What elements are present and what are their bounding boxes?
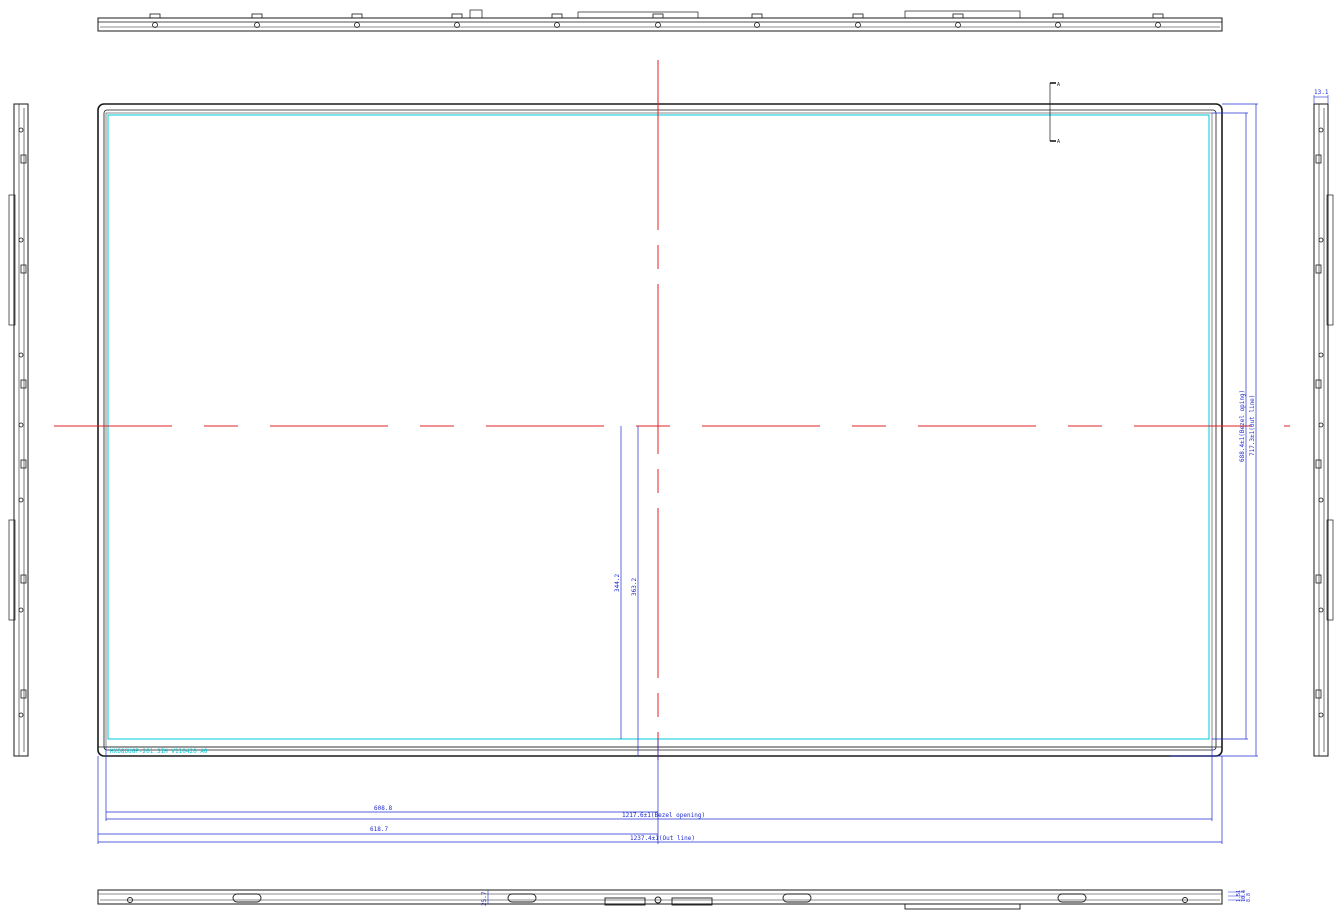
bottom-view-slots xyxy=(127,893,1188,910)
section-mark-top: A xyxy=(1057,82,1060,88)
section-mark-bottom: A xyxy=(1057,139,1060,145)
bottom-right-dim-2: 10.4 xyxy=(1241,890,1247,902)
half-open-width-dim: 608.8 xyxy=(374,805,392,812)
top-side-view xyxy=(97,9,1223,32)
left-side-view xyxy=(8,103,29,757)
centerlines xyxy=(54,60,1290,760)
right-side-view xyxy=(1313,95,1334,757)
side-thickness-label: 13.1 xyxy=(1314,89,1329,96)
dimension-lines xyxy=(97,103,1258,844)
bottom-side-view xyxy=(97,889,1245,910)
half-open-height-dim: 344.2 xyxy=(614,574,621,592)
outline-height-dim: 717.3±1(Out line) xyxy=(1249,395,1256,456)
section-mark xyxy=(1049,82,1056,142)
half-outline-width-dim: 618.7 xyxy=(370,826,388,833)
panel-model-label: HX686UGP-201 SIH V110420 A0 xyxy=(110,748,208,755)
bottom-right-dim-3: 8.8 xyxy=(1246,893,1252,902)
front-view-frame xyxy=(97,103,1223,757)
top-view-bosses xyxy=(149,13,1164,28)
bottom-thickness-label: 25.7 xyxy=(481,891,488,906)
bezel-opening-width-dim: 1217.6±1(Bezel opening) xyxy=(622,812,705,819)
bezel-opening-height-dim: 688.4±1(Bezel oping) xyxy=(1239,390,1246,462)
bottom-right-dim-1: 1.51 xyxy=(1236,890,1242,902)
half-outline-height-dim: 363.2 xyxy=(631,578,638,596)
outline-width-dim: 1237.4±1(Out line) xyxy=(630,835,695,842)
